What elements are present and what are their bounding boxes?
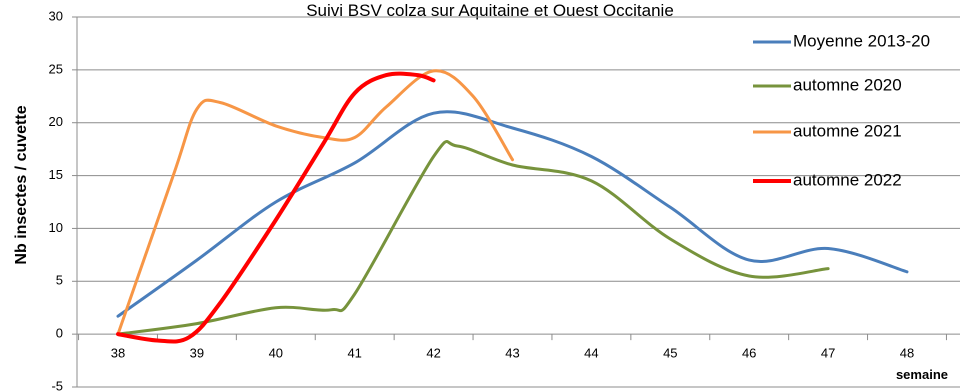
x-tick-label: 44: [584, 346, 598, 361]
x-tick-label: 48: [900, 346, 914, 361]
legend-label: automne 2020: [793, 75, 902, 94]
y-tick-label: 5: [56, 273, 63, 288]
series-line-automne-2020: [116, 140, 830, 336]
y-axis: -5 0 5 10 15 20 25 30: [49, 8, 78, 392]
x-tick-label: 38: [111, 346, 125, 361]
y-tick-label: 15: [49, 167, 63, 182]
gridlines: [77, 16, 960, 388]
legend: Moyenne 2013-20 automne 2020 automne 2021 a…: [753, 31, 930, 189]
series-line-automne-2022: [116, 71, 436, 344]
y-tick-label: 20: [49, 114, 63, 129]
x-tick-label: 45: [663, 346, 677, 361]
legend-label: Moyenne 2013-20: [793, 31, 930, 50]
x-tick-label: 42: [426, 346, 440, 361]
y-tick-label: 0: [56, 326, 63, 341]
x-axis: 38 39 40 41 42 43 44 45 46 47 48: [77, 333, 960, 361]
y-tick-label: 25: [49, 61, 63, 76]
y-tick-label: -5: [51, 378, 63, 392]
x-tick-label: 46: [742, 346, 756, 361]
x-tick-label: 41: [347, 346, 361, 361]
x-tick-label: 47: [821, 346, 835, 361]
series-line-moyenne-2013-20: [116, 110, 909, 318]
x-axis-title: semaine: [896, 367, 948, 382]
plot-area: [116, 69, 909, 344]
x-tick-label: 39: [190, 346, 204, 361]
y-axis-title: Nb insectes / cuvette: [13, 105, 30, 264]
y-tick-label: 30: [49, 8, 63, 23]
x-tick-label: 40: [269, 346, 283, 361]
x-tick-label: 43: [505, 346, 519, 361]
series-line-automne-2021: [116, 69, 514, 336]
y-tick-label: 10: [49, 220, 63, 235]
chart-title: Suivi BSV colza sur Aquitaine et Ouest O…: [306, 1, 674, 20]
legend-label: automne 2022: [793, 170, 902, 189]
legend-label: automne 2021: [793, 121, 902, 140]
